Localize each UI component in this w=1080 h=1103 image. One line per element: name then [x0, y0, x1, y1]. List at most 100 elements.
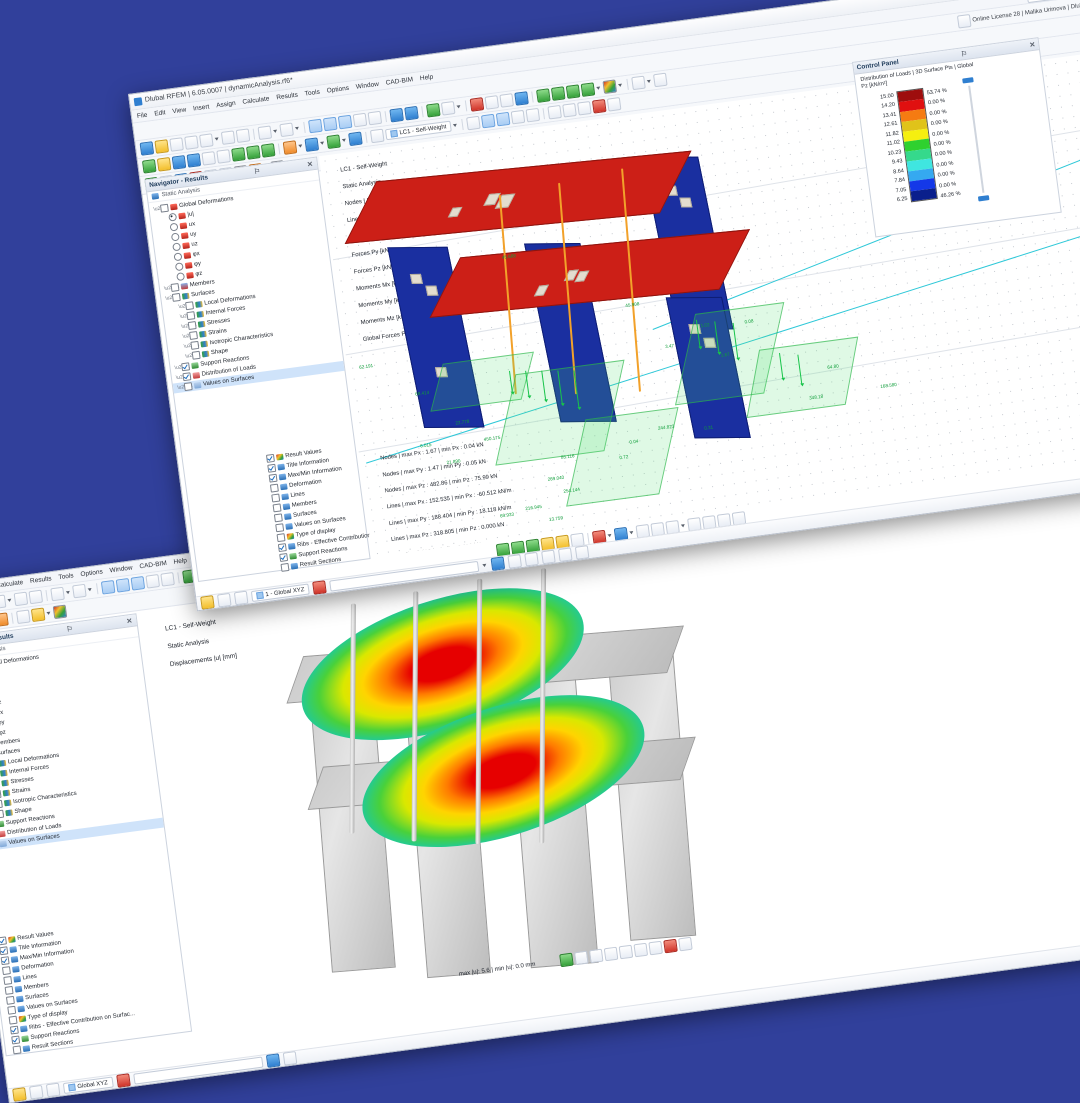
surface-icon[interactable] [0, 612, 9, 627]
checkbox[interactable] [266, 454, 275, 463]
checkbox[interactable] [190, 341, 199, 350]
support-x-icon[interactable] [536, 88, 551, 103]
redo-icon[interactable] [72, 584, 87, 599]
status-field-secondary[interactable] [133, 1057, 263, 1085]
units-icon[interactable] [558, 547, 573, 562]
checkbox[interactable] [0, 936, 7, 945]
checkbox[interactable] [13, 1045, 22, 1054]
chevron-down-icon[interactable] [647, 80, 651, 84]
chevron-right-icon[interactable]: \u203a [184, 343, 190, 350]
radio-button[interactable] [168, 213, 177, 222]
chevron-right-icon[interactable]: \u203a [178, 304, 184, 311]
plan-view-icon[interactable] [653, 73, 668, 88]
ortho-icon[interactable] [604, 947, 619, 962]
support-all-icon[interactable] [581, 82, 596, 97]
chevron-down-icon[interactable] [7, 599, 11, 603]
dimension-icon[interactable] [633, 943, 648, 958]
isometric-view-icon[interactable] [631, 76, 646, 91]
control-panel-close-icon[interactable]: ✕ [1029, 40, 1036, 49]
chevron-down-icon[interactable]: \u25be [165, 295, 171, 302]
checkbox[interactable] [274, 513, 283, 522]
opening-icon[interactable] [216, 149, 231, 164]
chevron-down-icon[interactable] [215, 137, 219, 141]
slider-knob-min[interactable] [978, 195, 990, 201]
checkbox[interactable] [0, 790, 2, 799]
menu-item-results[interactable]: Results [276, 91, 298, 101]
menu-item-file[interactable]: File [137, 111, 148, 119]
ucs-icon[interactable] [525, 552, 540, 567]
chevron-down-icon[interactable] [618, 84, 622, 88]
page-icon[interactable] [236, 128, 251, 143]
menu-item-cadbim[interactable]: CAD-BIM [139, 560, 167, 571]
member-icon[interactable] [172, 155, 187, 170]
menu-item-options[interactable]: Options [80, 568, 103, 578]
checkbox[interactable] [267, 464, 276, 473]
menu-item-options[interactable]: Options [326, 84, 349, 94]
line-icon[interactable] [157, 157, 172, 172]
chevron-right-icon[interactable]: \u203a [182, 333, 188, 340]
chevron-down-icon[interactable] [342, 139, 346, 143]
solid-mode-icon[interactable] [131, 576, 146, 591]
line-support-icon[interactable] [261, 143, 276, 158]
menu-item-results[interactable]: Results [30, 575, 52, 585]
open-file-icon[interactable] [154, 139, 169, 154]
mesh-icon[interactable] [348, 132, 363, 147]
camera-icon[interactable] [234, 591, 249, 606]
transparent-mode-icon[interactable] [145, 574, 160, 589]
checkbox[interactable] [182, 372, 191, 381]
snap-settings-icon[interactable] [491, 556, 506, 571]
legend-chart[interactable]: 15.00 14.20 13.41 12.61 11.82 11.02 10.2… [857, 69, 1058, 218]
chevron-down-icon[interactable] [483, 564, 487, 568]
chevron-down-icon[interactable] [66, 591, 70, 595]
menu-item-calculate[interactable]: Calculate [0, 579, 24, 590]
results-values-icon[interactable] [404, 106, 419, 121]
node-icon[interactable] [142, 159, 157, 174]
camera-icon[interactable] [46, 1083, 61, 1098]
navigator-pin-icon[interactable]: ⚐ [66, 624, 74, 633]
chevron-down-icon[interactable] [629, 531, 633, 535]
nodal-support-icon[interactable] [246, 145, 261, 160]
checkbox[interactable] [172, 293, 181, 302]
solid-icon[interactable] [201, 151, 216, 166]
chevron-down-icon[interactable] [88, 588, 92, 592]
undo-icon[interactable] [258, 125, 273, 140]
checkbox[interactable] [273, 503, 282, 512]
checkbox[interactable] [2, 966, 11, 975]
save-as-icon[interactable] [184, 135, 199, 150]
table-icon[interactable] [485, 95, 500, 110]
menu-item-edit[interactable]: Edit [154, 109, 166, 117]
load-icon[interactable] [283, 140, 298, 155]
chevron-right-icon[interactable]: \u203a [164, 285, 170, 292]
render-quality-icon[interactable] [541, 550, 556, 565]
chevron-right-icon[interactable]: \u203a [181, 323, 187, 330]
delete-results-icon[interactable] [470, 97, 485, 112]
loadcase-selector-icon[interactable] [370, 129, 385, 144]
delete-icon[interactable] [592, 99, 607, 114]
chevron-down-icon[interactable] [596, 86, 600, 90]
checkbox[interactable] [3, 976, 12, 985]
snap-settings-icon[interactable] [266, 1053, 281, 1068]
checkbox[interactable] [9, 1016, 18, 1025]
chevron-down-icon[interactable] [295, 127, 299, 131]
chevron-down-icon[interactable] [298, 144, 302, 148]
coordinate-system-icon[interactable] [313, 580, 328, 595]
checkbox[interactable] [189, 331, 198, 340]
control-panel[interactable]: Control Panel ⚐ ✕ Distribution of Loads … [852, 37, 1062, 237]
results-tree-primary[interactable]: \u25be Global Deformations |u| ux [149, 180, 345, 393]
chevron-down-icon[interactable] [273, 130, 277, 134]
menu-item-window[interactable]: Window [355, 80, 379, 90]
cursor-icon[interactable] [200, 595, 215, 610]
checkbox[interactable] [275, 523, 284, 532]
menu-item-cadbim[interactable]: CAD-BIM [385, 76, 413, 87]
control-panel-pin-icon[interactable]: ⚐ [960, 49, 967, 58]
visibility-icon[interactable] [217, 593, 232, 608]
link-icon[interactable] [514, 91, 529, 106]
checkbox[interactable] [269, 474, 278, 483]
report-icon[interactable] [499, 93, 514, 108]
chevron-down-icon[interactable]: \u25be [153, 206, 159, 213]
support-icon[interactable] [16, 609, 31, 624]
transparent-mode-icon[interactable] [353, 113, 368, 128]
calculate-icon[interactable] [426, 103, 441, 118]
display-settings-icon[interactable] [466, 116, 481, 131]
checkbox[interactable] [277, 533, 286, 542]
